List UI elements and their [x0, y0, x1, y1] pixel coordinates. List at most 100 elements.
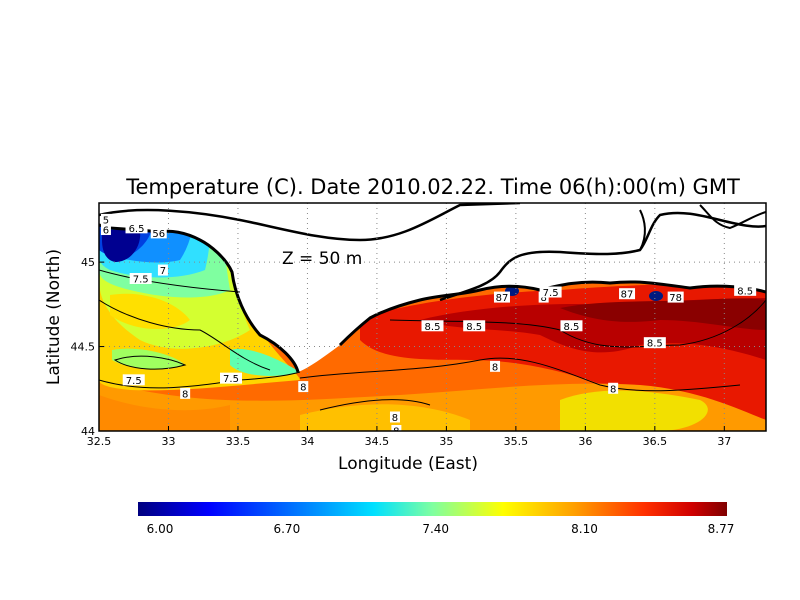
contour-label-bg	[157, 264, 168, 276]
x-tick-label: 34.5	[365, 435, 390, 448]
contour-label-text: 8	[610, 384, 616, 395]
contour-label-bg	[619, 288, 636, 300]
contour-label-bg	[220, 372, 243, 384]
contour-label: 5	[100, 213, 111, 226]
contour-label-bg	[150, 227, 167, 239]
contour-label-text: 8.5	[737, 286, 753, 297]
contour-label: 8.5	[421, 320, 444, 333]
colorbar-tick-label: 8.10	[571, 522, 598, 536]
contour-label: 8	[298, 381, 309, 394]
contour-label: 7.5	[220, 372, 243, 385]
contour-label: 8	[490, 360, 501, 373]
x-tick-label: 32.5	[87, 435, 112, 448]
contour-label-bg	[608, 382, 619, 394]
contour-label-text: 7.5	[223, 374, 239, 385]
contour-label-text: 6	[103, 226, 109, 237]
contour-label: 8	[608, 382, 619, 395]
contour-label-bg	[100, 213, 111, 225]
contour-label-bg	[493, 291, 510, 303]
y-tick-label: 44	[81, 425, 95, 438]
x-tick-label: 37	[717, 435, 731, 448]
plot-frame	[98, 202, 767, 432]
contour-label-bg	[391, 425, 402, 431]
contour-label: 87	[493, 291, 510, 304]
contour-label-text: 7.5	[133, 275, 149, 286]
contour-label-text: 7.5	[126, 376, 142, 387]
y-axis-label: Latitude (North)	[44, 249, 64, 385]
contour-label: 8	[391, 425, 402, 438]
x-tick-label: 35.5	[504, 435, 529, 448]
contour-label: 56	[150, 227, 167, 240]
contour-label-text: 8.5	[564, 322, 580, 333]
contour-label: 8.5	[560, 320, 583, 333]
contour-label: 8.5	[734, 284, 757, 297]
x-axis: 32.5 33 33.5 34 34.5 35 35.5 36 36.5 37	[87, 426, 731, 448]
x-tick-label: 36.5	[643, 435, 668, 448]
contour-label-text: 8	[393, 427, 399, 438]
colorbar-tick-label: 7.40	[422, 522, 449, 536]
contour-label-text: 8.5	[466, 322, 482, 333]
contour-label: 8	[180, 387, 191, 400]
colorbar-tick-label: 8.77	[708, 522, 735, 536]
x-axis-label: Longitude (East)	[338, 454, 478, 474]
contour-label-bg	[463, 320, 486, 332]
contour-label: 8	[389, 411, 400, 424]
colorbar-ticks: 6.00 6.70 7.40 8.10 8.77	[147, 522, 735, 536]
contour-label-bg	[298, 381, 309, 393]
contour-label: 7	[157, 264, 168, 277]
contour-label-bg	[100, 224, 111, 236]
x-tick-label: 33.5	[226, 435, 251, 448]
contour-label: 87	[619, 288, 636, 301]
colorbar-tick-label: 6.00	[147, 522, 174, 536]
depth-annotation: Z = 50 m	[282, 249, 362, 269]
contour-label-text: 8.5	[425, 322, 441, 333]
contour-label: 7.5	[122, 374, 145, 387]
contour-label-text: 8	[392, 413, 398, 424]
contour-label-bg	[560, 320, 583, 332]
chart-title: Temperature (C). Date 2010.02.22. Time 0…	[125, 175, 740, 199]
contour-label-bg	[643, 337, 666, 349]
y-tick-label: 44.5	[71, 341, 96, 354]
contour-label: 7.5	[129, 273, 152, 286]
contour-label-bg	[180, 387, 191, 399]
contour-label-text: 78	[669, 293, 682, 304]
x-tick-label: 35	[439, 435, 453, 448]
contour-label-bg	[734, 284, 757, 296]
contour-label-text: 87	[621, 290, 634, 301]
contour-label-text: 8.5	[647, 339, 663, 350]
contour-label-text: 7	[160, 266, 166, 277]
x-tick-label: 34	[300, 435, 314, 448]
contour-label-text: 8	[300, 383, 306, 394]
contour-label-text: 8	[492, 362, 498, 373]
contour-label-text: 6.5	[129, 224, 145, 235]
colorbar-tick-label: 6.70	[273, 522, 300, 536]
x-tick-label: 36	[578, 435, 592, 448]
contour-label-text: 87	[496, 293, 509, 304]
contour-label-bg	[125, 222, 148, 234]
contour-label-text: 8	[182, 389, 188, 400]
contour-label-bg	[539, 286, 562, 298]
x-tick-label: 33	[161, 435, 175, 448]
contour-label-bg	[122, 374, 145, 386]
land-mask	[99, 203, 766, 373]
contour-label: 78	[667, 291, 684, 304]
colorbar: 6.00 6.70 7.40 8.10 8.77	[138, 502, 734, 536]
contour-label: 8.5	[463, 320, 486, 333]
y-tick-label: 45	[81, 256, 95, 269]
contour-label: 7.5	[539, 286, 562, 299]
contour-label-text: 5	[103, 215, 109, 226]
y-axis: 44 44.5 45	[71, 256, 104, 438]
contour-label-bg	[421, 320, 444, 332]
contour-label-bg	[667, 291, 684, 303]
contour-label-text: 56	[152, 229, 165, 240]
contour-label: 6	[100, 224, 111, 237]
contour-label: 8.5	[643, 337, 666, 350]
colorbar-gradient	[138, 502, 727, 516]
contour-label-text: 8	[540, 293, 546, 304]
contour-label-text: 7.5	[543, 288, 559, 299]
contour-label-bg	[129, 273, 152, 284]
contour-label: 6.5	[125, 222, 148, 235]
